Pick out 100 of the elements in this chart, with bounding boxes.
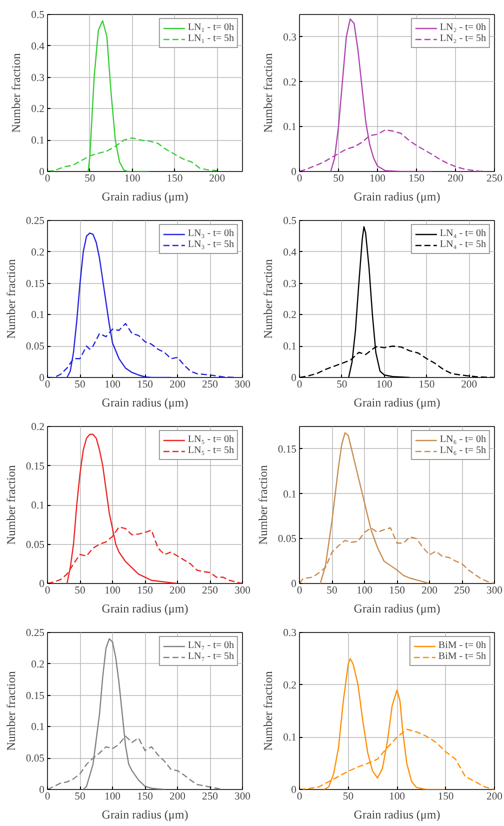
x-tick-label: 50 <box>342 792 354 802</box>
legend-label: LN₇ - t= 5h <box>188 651 234 662</box>
x-tick-label: 250 <box>486 174 502 184</box>
x-tick-label: 50 <box>84 174 96 184</box>
legend-label: LN₆ - t= 5h <box>440 445 486 456</box>
y-tick-label: 0.05 <box>278 534 297 546</box>
legend-label: LN₂ - t= 0h <box>440 22 486 33</box>
x-tick-label: 200 <box>209 174 226 184</box>
y-tick-label: 0.25 <box>26 216 45 227</box>
x-tick-label: 50 <box>74 380 86 390</box>
y-tick-label: 0.1 <box>283 732 297 744</box>
x-axis-title: Grain radius (μm) <box>354 396 440 410</box>
y-tick-label: 0.4 <box>283 247 298 258</box>
legend-label: LN₃ - t= 5h <box>188 239 234 250</box>
legend-label: BiM - t= 5h <box>438 651 486 662</box>
y-tick-label: 0.5 <box>283 216 297 227</box>
y-tick-label: 0.2 <box>283 77 297 88</box>
x-tick-label: 50 <box>333 174 344 184</box>
y-axis-title: Number fraction <box>4 671 18 751</box>
y-tick-label: 0.15 <box>26 461 45 472</box>
y-tick-label: 0.2 <box>31 104 45 116</box>
x-tick-label: 50 <box>336 380 348 390</box>
y-tick-label: 0.3 <box>31 72 45 84</box>
legend-label: LN₄ - t= 5h <box>440 239 486 250</box>
y-tick-label: 0.3 <box>283 278 297 290</box>
x-tick-label: 150 <box>438 792 454 802</box>
y-tick-label: 0.3 <box>283 628 297 639</box>
legend-label: LN₅ - t= 5h <box>188 445 234 456</box>
x-axis-title: Grain radius (μm) <box>102 396 188 410</box>
y-tick-label: 0.3 <box>283 32 297 44</box>
y-axis-title: Number fraction <box>261 671 276 751</box>
x-tick-label: 200 <box>486 792 502 802</box>
x-tick-label: 200 <box>170 380 186 390</box>
x-tick-label: 200 <box>170 792 186 802</box>
legend-label: LN₃ - t= 0h <box>188 228 234 239</box>
y-axis-title: Number fraction <box>261 259 276 339</box>
y-axis-title: Number fraction <box>4 465 18 545</box>
x-tick-label: 100 <box>376 380 392 390</box>
y-tick-label: 0.1 <box>283 122 297 134</box>
x-tick-label: 50 <box>74 586 86 596</box>
y-tick-label: 0.2 <box>283 680 297 692</box>
y-tick-label: 0.2 <box>31 247 45 258</box>
x-tick-label: 300 <box>234 586 250 596</box>
x-tick-label: 150 <box>418 380 435 390</box>
x-tick-label: 150 <box>137 380 153 390</box>
x-axis-title: Grain radius (μm) <box>354 808 440 822</box>
x-tick-label: 200 <box>448 174 464 184</box>
x-tick-label: 250 <box>202 792 218 802</box>
y-axis-title: Number fraction <box>256 465 270 545</box>
x-tick-label: 150 <box>137 792 153 802</box>
y-tick-label: 0.5 <box>31 10 45 21</box>
y-tick-label: 0.25 <box>26 628 45 639</box>
y-tick-label: 0.1 <box>31 500 45 512</box>
y-tick-label: 0.15 <box>26 690 45 702</box>
y-tick-label: 0.1 <box>31 136 45 147</box>
y-tick-label: 0.1 <box>31 722 45 734</box>
legend-label: LN₇ - t= 0h <box>188 640 234 651</box>
y-tick-label: 0.05 <box>26 754 45 765</box>
x-axis-title: Grain radius (μm) <box>354 602 440 616</box>
x-tick-label: 50 <box>74 792 86 802</box>
y-tick-label: 0.05 <box>26 342 45 353</box>
x-tick-label: 100 <box>356 586 372 596</box>
y-tick-label: 0.15 <box>278 444 297 456</box>
x-tick-label: 50 <box>326 586 338 596</box>
x-tick-label: 100 <box>124 174 140 184</box>
x-tick-label: 300 <box>234 380 250 390</box>
y-tick-label: 0.2 <box>31 422 45 433</box>
x-tick-label: 100 <box>104 380 120 390</box>
x-tick-label: 200 <box>461 380 478 390</box>
x-tick-label: 150 <box>166 174 183 184</box>
x-tick-label: 150 <box>137 586 153 596</box>
x-tick-label: 150 <box>408 174 424 184</box>
y-axis-title: Number fraction <box>261 53 276 133</box>
y-tick-label: 0.1 <box>283 342 297 353</box>
legend-label: LN₆ - t= 0h <box>440 434 486 445</box>
y-tick-label: 0.15 <box>26 278 45 290</box>
x-tick-label: 250 <box>202 380 218 390</box>
y-tick-label: 0.05 <box>26 540 45 551</box>
y-axis-title: Number fraction <box>9 53 24 133</box>
y-tick-label: 0.2 <box>283 310 297 322</box>
y-tick-label: 0.1 <box>31 310 45 322</box>
y-tick-label: 0.4 <box>31 41 46 52</box>
legend-label: LN₁ - t= 5h <box>188 33 234 44</box>
x-tick-label: 200 <box>422 586 438 596</box>
legend-label: LN₅ - t= 0h <box>188 434 234 445</box>
x-axis-title: Grain radius (μm) <box>102 190 188 204</box>
x-axis-title: Grain radius (μm) <box>102 602 188 616</box>
legend-label: LN₁ - t= 0h <box>188 22 234 33</box>
x-tick-label: 100 <box>104 586 120 596</box>
y-tick-label: 0.2 <box>31 659 45 670</box>
x-tick-label: 100 <box>389 792 405 802</box>
x-tick-label: 200 <box>170 586 186 596</box>
legend-label: LN₄ - t= 0h <box>440 228 486 239</box>
x-axis-title: Grain radius (μm) <box>102 808 188 822</box>
x-tick-label: 300 <box>234 792 250 802</box>
legend-label: LN₂ - t= 5h <box>440 33 486 44</box>
x-tick-label: 150 <box>389 586 405 596</box>
legend-label: BiM - t= 0h <box>438 640 486 651</box>
x-tick-label: 100 <box>104 792 120 802</box>
x-tick-label: 300 <box>486 586 502 596</box>
